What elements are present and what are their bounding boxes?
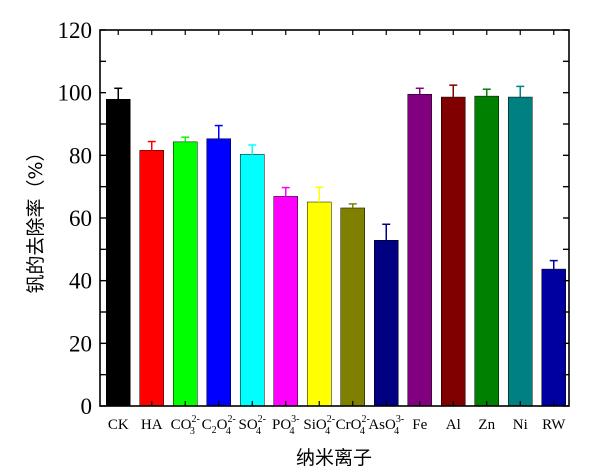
bar bbox=[273, 196, 298, 407]
bar bbox=[240, 154, 265, 407]
y-tick-label: 100 bbox=[58, 81, 93, 106]
x-tick-label: SiO2-4 bbox=[303, 414, 335, 437]
label-text: SO bbox=[238, 417, 257, 433]
bars-group bbox=[106, 93, 566, 407]
label-text: CK bbox=[108, 417, 129, 433]
y-tick-label: 60 bbox=[69, 206, 92, 231]
label-subscript: 2 bbox=[212, 425, 217, 436]
x-tick-label: CO2-3 bbox=[171, 414, 200, 437]
bar bbox=[374, 239, 399, 407]
label-superscript: 3- bbox=[396, 414, 404, 425]
label-subscript: 3 bbox=[190, 426, 195, 437]
bar bbox=[407, 93, 432, 407]
error-bars-group bbox=[114, 84, 558, 270]
label-text: C bbox=[202, 417, 212, 433]
label-text: AsO bbox=[368, 417, 396, 433]
y-tick-label: 0 bbox=[81, 394, 93, 419]
y-tick-label: 20 bbox=[69, 331, 92, 356]
label-subscript: 4 bbox=[394, 426, 399, 437]
x-axis-title: 纳米离子 bbox=[296, 447, 372, 469]
label-text: Al bbox=[446, 417, 461, 433]
label-superscript: 2- bbox=[258, 414, 266, 425]
bar bbox=[307, 201, 332, 407]
label-superscript: 2- bbox=[327, 414, 335, 425]
y-tick-label: 40 bbox=[69, 269, 92, 294]
bar bbox=[441, 96, 466, 407]
label-text: Fe bbox=[412, 417, 427, 433]
y-tick-label: 80 bbox=[69, 143, 92, 168]
label-text: O bbox=[217, 417, 228, 433]
bar bbox=[106, 98, 131, 407]
x-tick-label: Al bbox=[446, 417, 461, 433]
bar bbox=[139, 150, 164, 407]
label-subscript: 4 bbox=[290, 426, 295, 437]
x-tick-label: Fe bbox=[412, 417, 427, 433]
label-subscript: 4 bbox=[256, 426, 261, 437]
x-tick-label: Ni bbox=[513, 417, 528, 433]
label-superscript: 2- bbox=[192, 414, 200, 425]
bar bbox=[541, 268, 566, 407]
label-text: CO bbox=[171, 417, 192, 433]
x-tick-label: CK bbox=[108, 417, 129, 433]
y-tick-label: 120 bbox=[58, 18, 93, 43]
bar bbox=[340, 207, 365, 407]
label-text: Zn bbox=[478, 417, 495, 433]
label-subscript: 4 bbox=[226, 426, 231, 437]
x-tick-label: CrO2-4 bbox=[336, 414, 370, 437]
x-tick-label: HA bbox=[141, 417, 163, 433]
bar bbox=[206, 138, 231, 407]
x-tick-label: RW bbox=[542, 417, 566, 433]
label-text: PO bbox=[272, 417, 291, 433]
label-text: RW bbox=[542, 417, 566, 433]
label-subscript: 4 bbox=[360, 426, 365, 437]
label-text: SiO bbox=[303, 417, 327, 433]
x-tick-label: AsO3-4 bbox=[368, 414, 404, 437]
x-tick-label: SO2-4 bbox=[238, 414, 266, 437]
label-text: HA bbox=[141, 417, 163, 433]
x-axis: CK HA CO2-3 C2O2-4 SO2-4 PO3-4 SiO2-4 CrO2-4 AsO… bbox=[108, 30, 566, 437]
x-tick-label: PO3-4 bbox=[272, 414, 300, 437]
label-superscript: 2- bbox=[362, 414, 370, 425]
bar bbox=[173, 141, 198, 407]
label-text: CrO bbox=[336, 417, 362, 433]
y-axis: 0 20 40 60 80 100 120 bbox=[58, 18, 569, 419]
y-axis-title: 钒的去除率（%） bbox=[25, 142, 47, 293]
label-superscript: 2- bbox=[228, 414, 236, 425]
bar bbox=[508, 96, 533, 407]
label-text: Ni bbox=[513, 417, 528, 433]
x-tick-label: C2O2-4 bbox=[202, 414, 236, 437]
label-subscript: 4 bbox=[325, 426, 330, 437]
label-superscript: 3- bbox=[291, 414, 299, 425]
x-tick-label: Zn bbox=[478, 417, 495, 433]
bar bbox=[474, 95, 499, 407]
